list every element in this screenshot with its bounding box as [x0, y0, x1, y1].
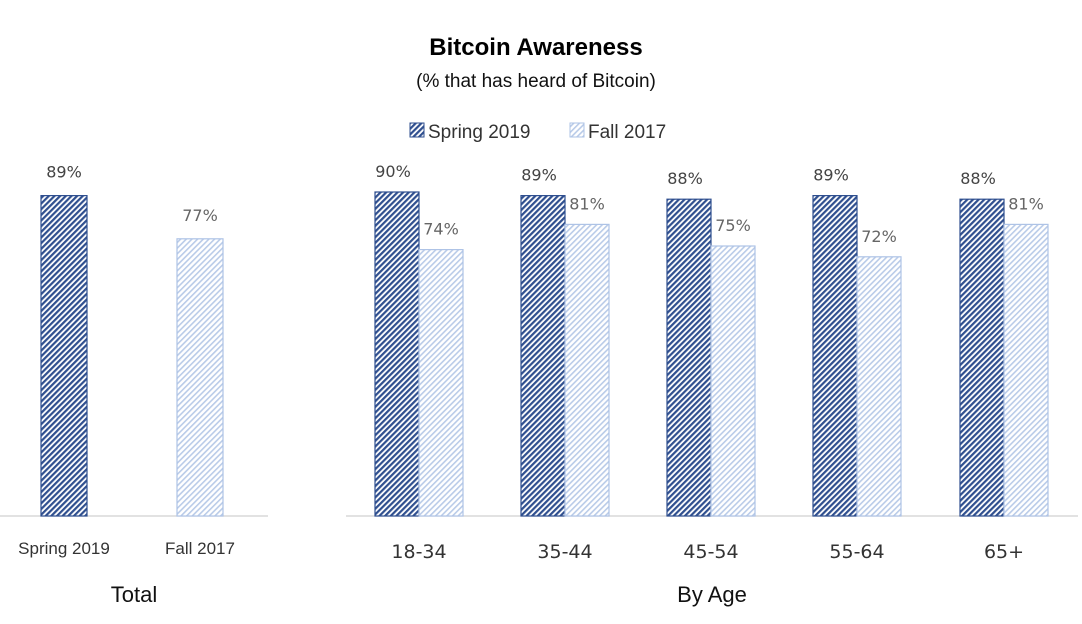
- legend-label-fall-2017: Fall 2017: [588, 122, 666, 143]
- total-tick-label-spring-2019: Spring 2019: [18, 539, 110, 558]
- age-tick-label-55-64: 55-64: [829, 541, 884, 563]
- total-bars: [40, 195, 224, 517]
- legend-label-spring-2019: Spring 2019: [428, 122, 530, 143]
- age-bar-35-44-spring-2019: [520, 195, 566, 517]
- age-group-label: By Age: [677, 582, 747, 607]
- total-value-labels: 89% 77%: [46, 163, 218, 225]
- age-value-labels: 90% 74% 89% 81% 88% 75% 89% 72% 88% 81%: [375, 162, 1044, 246]
- age-value-label-45-54-fall-2017: 75%: [715, 216, 751, 235]
- age-value-label-35-44-spring-2019: 89%: [521, 166, 557, 185]
- age-bar-55-64-fall-2017: [856, 256, 902, 517]
- age-value-label-18-34-fall-2017: 74%: [423, 220, 459, 239]
- chart-title: Bitcoin Awareness: [429, 34, 642, 61]
- age-bars: [374, 191, 1049, 517]
- age-tick-label-45-54: 45-54: [683, 541, 738, 563]
- age-value-label-65-spring-2019: 88%: [960, 169, 996, 188]
- age-bar-18-34-fall-2017: [418, 249, 464, 517]
- total-group-label: Total: [111, 582, 157, 607]
- age-bar-55-64-spring-2019: [812, 195, 858, 517]
- legend: Spring 2019 Fall 2017: [409, 122, 666, 143]
- age-tick-labels: 18-34 35-44 45-54 55-64 65+: [391, 541, 1024, 563]
- total-bar-fall-2017: [176, 238, 224, 517]
- age-tick-label-35-44: 35-44: [537, 541, 592, 563]
- total-tick-labels: Spring 2019 Fall 2017: [18, 539, 235, 558]
- total-value-label-spring-2019: 89%: [46, 163, 82, 182]
- age-tick-label-65: 65+: [984, 541, 1024, 563]
- age-bar-45-54-spring-2019: [666, 198, 712, 517]
- age-value-label-35-44-fall-2017: 81%: [569, 194, 605, 213]
- age-tick-label-18-34: 18-34: [391, 541, 446, 563]
- age-value-label-45-54-spring-2019: 88%: [667, 169, 703, 188]
- age-bar-65-fall-2017: [1003, 223, 1049, 517]
- total-value-label-fall-2017: 77%: [182, 206, 218, 225]
- legend-swatch-spring-2019: [409, 122, 425, 138]
- age-bar-65-spring-2019: [959, 198, 1005, 517]
- age-value-label-55-64-spring-2019: 89%: [813, 166, 849, 185]
- legend-swatch-fall-2017: [569, 122, 585, 138]
- age-bar-45-54-fall-2017: [710, 245, 756, 517]
- age-bar-18-34-spring-2019: [374, 191, 420, 517]
- age-value-label-18-34-spring-2019: 90%: [375, 162, 411, 181]
- total-tick-label-fall-2017: Fall 2017: [165, 539, 235, 558]
- age-bar-35-44-fall-2017: [564, 223, 610, 517]
- chart-subtitle: (% that has heard of Bitcoin): [416, 71, 656, 92]
- age-value-label-65-fall-2017: 81%: [1008, 194, 1044, 213]
- total-bar-spring-2019: [40, 195, 88, 517]
- age-value-label-55-64-fall-2017: 72%: [861, 227, 897, 246]
